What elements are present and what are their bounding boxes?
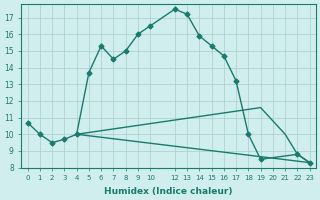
X-axis label: Humidex (Indice chaleur): Humidex (Indice chaleur) <box>104 187 233 196</box>
